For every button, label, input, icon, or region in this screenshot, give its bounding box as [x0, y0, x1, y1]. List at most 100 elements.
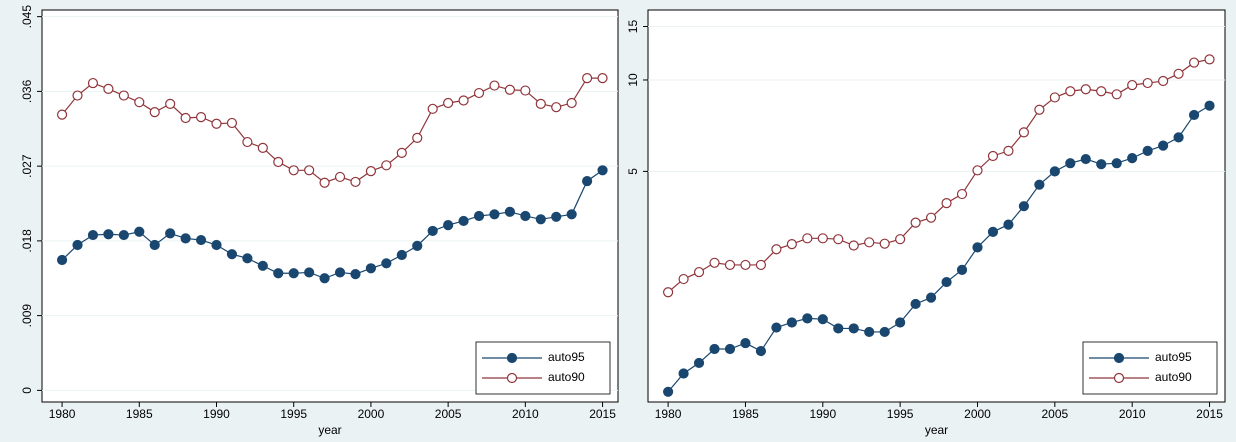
- point: [535, 214, 546, 225]
- point: [693, 266, 705, 278]
- x-tick-label: 1990: [809, 407, 836, 421]
- point: [427, 103, 438, 114]
- point: [226, 249, 238, 260]
- legend: [475, 341, 611, 395]
- point: [724, 343, 736, 355]
- point: [1111, 158, 1122, 169]
- point: [149, 239, 160, 251]
- point: [1204, 54, 1215, 65]
- point: [118, 90, 129, 101]
- point: [678, 368, 689, 379]
- x-tick-label: 1995: [887, 407, 914, 421]
- point: [72, 90, 83, 101]
- x-tick-label: 1990: [203, 407, 230, 421]
- point: [1018, 201, 1030, 212]
- point: [833, 323, 844, 334]
- point: [755, 259, 767, 271]
- point: [771, 244, 782, 255]
- legend-label: auto90: [1155, 370, 1192, 384]
- point: [195, 112, 207, 123]
- point: [709, 343, 720, 355]
- point: [103, 229, 114, 240]
- plot-area: [41, 9, 619, 403]
- point: [242, 253, 253, 264]
- point: [1173, 68, 1184, 79]
- plot-area: [647, 9, 1226, 403]
- point: [350, 176, 361, 188]
- point: [257, 142, 268, 153]
- point: [288, 268, 299, 279]
- point: [1065, 158, 1076, 169]
- point: [489, 209, 500, 220]
- point: [1142, 77, 1153, 89]
- point: [956, 188, 968, 200]
- x-tick-label: 2000: [964, 407, 991, 421]
- point: [1018, 127, 1030, 138]
- point: [149, 107, 160, 118]
- point: [1049, 166, 1060, 177]
- y-tick-label: .045: [20, 5, 34, 29]
- point: [1065, 86, 1076, 97]
- point: [427, 225, 438, 237]
- point: [365, 166, 377, 177]
- point: [987, 150, 999, 162]
- point: [381, 258, 392, 269]
- point: [87, 77, 99, 89]
- point: [864, 237, 875, 248]
- x-tick-label: 2005: [435, 407, 462, 421]
- x-axis-title: year: [925, 423, 948, 437]
- legend-marker: [1113, 352, 1125, 364]
- point: [597, 73, 608, 84]
- x-tick-label: 2015: [589, 407, 616, 421]
- point: [1158, 75, 1169, 87]
- point: [848, 323, 859, 334]
- point: [288, 165, 299, 176]
- x-tick-label: 2015: [1196, 407, 1223, 421]
- point: [663, 386, 674, 397]
- point: [910, 217, 921, 228]
- point: [134, 226, 145, 237]
- point: [165, 228, 176, 239]
- point: [304, 165, 315, 176]
- y-tick-label: .018: [20, 229, 34, 253]
- point: [412, 240, 423, 251]
- point: [165, 98, 176, 109]
- x-tick-label: 1980: [655, 407, 682, 421]
- point: [941, 198, 952, 209]
- point: [458, 95, 469, 106]
- point: [72, 239, 83, 251]
- point: [226, 117, 238, 129]
- x-tick-label: 2005: [1041, 407, 1068, 421]
- x-tick-label: 1985: [732, 407, 759, 421]
- point: [740, 259, 751, 271]
- point: [786, 239, 797, 250]
- y-tick-label: .027: [20, 154, 34, 178]
- legend-label: auto95: [548, 350, 585, 364]
- point: [551, 211, 562, 222]
- point: [180, 112, 191, 124]
- point: [1080, 84, 1091, 95]
- point: [473, 87, 485, 99]
- point: [956, 264, 968, 275]
- y-tick-label: 10: [626, 73, 640, 87]
- point: [443, 220, 454, 231]
- point: [273, 156, 284, 168]
- y-tick-label: 0: [20, 387, 34, 394]
- y-tick-label: .036: [20, 79, 34, 103]
- point: [103, 83, 114, 94]
- point: [724, 259, 736, 271]
- point: [211, 239, 222, 251]
- point: [1003, 145, 1014, 157]
- point: [458, 215, 469, 227]
- point: [879, 326, 890, 338]
- point: [1204, 100, 1215, 111]
- x-tick-label: 2000: [358, 407, 385, 421]
- point: [941, 276, 952, 288]
- point: [1096, 159, 1107, 170]
- point: [771, 322, 782, 333]
- point: [504, 206, 516, 217]
- point: [134, 97, 145, 108]
- point: [566, 97, 577, 109]
- point: [1188, 57, 1200, 68]
- point: [755, 345, 767, 357]
